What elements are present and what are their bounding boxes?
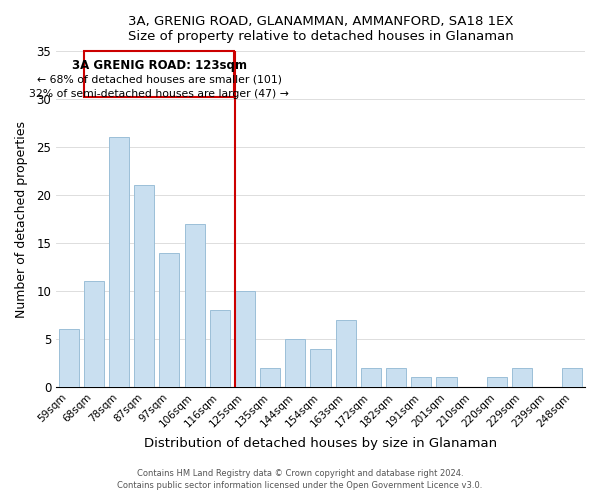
Bar: [310, 348, 331, 387]
Bar: [335, 320, 356, 387]
Bar: [487, 378, 507, 387]
Text: Contains HM Land Registry data © Crown copyright and database right 2024.
Contai: Contains HM Land Registry data © Crown c…: [118, 468, 482, 490]
Bar: [160, 252, 179, 387]
Y-axis label: Number of detached properties: Number of detached properties: [15, 120, 28, 318]
FancyBboxPatch shape: [84, 51, 235, 97]
Bar: [84, 282, 104, 387]
Bar: [386, 368, 406, 387]
Bar: [512, 368, 532, 387]
Bar: [235, 291, 255, 387]
Bar: [185, 224, 205, 387]
Text: ← 68% of detached houses are smaller (101): ← 68% of detached houses are smaller (10…: [37, 74, 281, 84]
Bar: [134, 186, 154, 387]
X-axis label: Distribution of detached houses by size in Glanaman: Distribution of detached houses by size …: [144, 437, 497, 450]
Bar: [59, 330, 79, 387]
Title: 3A, GRENIG ROAD, GLANAMMAN, AMMANFORD, SA18 1EX
Size of property relative to det: 3A, GRENIG ROAD, GLANAMMAN, AMMANFORD, S…: [128, 15, 514, 43]
Bar: [562, 368, 583, 387]
Text: 3A GRENIG ROAD: 123sqm: 3A GRENIG ROAD: 123sqm: [71, 59, 247, 72]
Bar: [109, 138, 129, 387]
Bar: [260, 368, 280, 387]
Bar: [285, 339, 305, 387]
Bar: [411, 378, 431, 387]
Bar: [210, 310, 230, 387]
Text: 32% of semi-detached houses are larger (47) →: 32% of semi-detached houses are larger (…: [29, 88, 289, 99]
Bar: [436, 378, 457, 387]
Bar: [361, 368, 381, 387]
